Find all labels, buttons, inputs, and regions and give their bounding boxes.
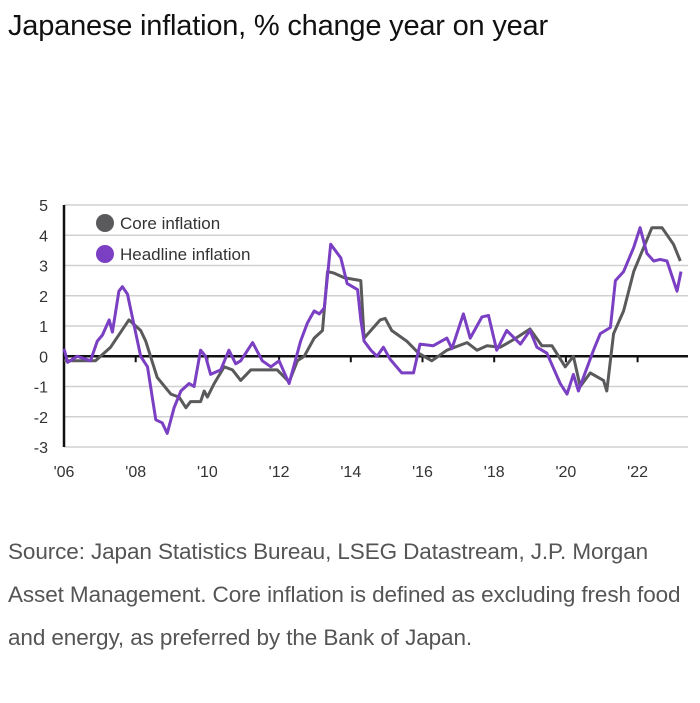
x-tick-label: '22 <box>627 464 648 481</box>
legend-swatch <box>96 214 114 232</box>
x-tick-label: '08 <box>125 464 146 481</box>
x-axis-ticks: '06 '08 '10 '12 '14 '16 '18 '20 '22 <box>54 356 648 481</box>
y-tick-label: -3 <box>34 440 48 457</box>
y-tick-label: 1 <box>39 319 48 336</box>
y-tick-label: 0 <box>39 349 48 366</box>
y-tick-label: 2 <box>39 289 48 306</box>
line-chart: 5 4 3 2 1 0 -1 -2 -3 '06 '08 '10 '12 '14 '16 '18 '20 '22… <box>34 198 688 481</box>
x-tick-label: '10 <box>197 464 218 481</box>
x-tick-label: '16 <box>412 464 433 481</box>
x-tick-label: '18 <box>484 464 505 481</box>
y-tick-label: 4 <box>39 228 48 245</box>
y-tick-label: -1 <box>34 380 48 397</box>
x-tick-label: '06 <box>54 464 75 481</box>
legend-label: Core inflation <box>120 214 220 233</box>
y-tick-label: 5 <box>39 198 48 215</box>
series-line-headline <box>62 226 683 435</box>
y-axis-ticks: 5 4 3 2 1 0 -1 -2 -3 <box>34 198 48 457</box>
x-tick-label: '12 <box>269 464 290 481</box>
x-tick-label: '20 <box>555 464 576 481</box>
legend-swatch <box>96 245 114 263</box>
x-tick-label: '14 <box>340 464 361 481</box>
series-line-core <box>64 226 682 410</box>
chart-title: Japanese inflation, % change year on yea… <box>8 10 548 42</box>
legend-label: Headline inflation <box>120 245 250 264</box>
y-tick-label: -2 <box>34 410 48 427</box>
y-tick-label: 3 <box>39 259 48 276</box>
legend: Core inflation Headline inflation <box>96 214 250 264</box>
source-note: Source: Japan Statistics Bureau, LSEG Da… <box>8 539 681 650</box>
series-lines <box>62 226 683 435</box>
